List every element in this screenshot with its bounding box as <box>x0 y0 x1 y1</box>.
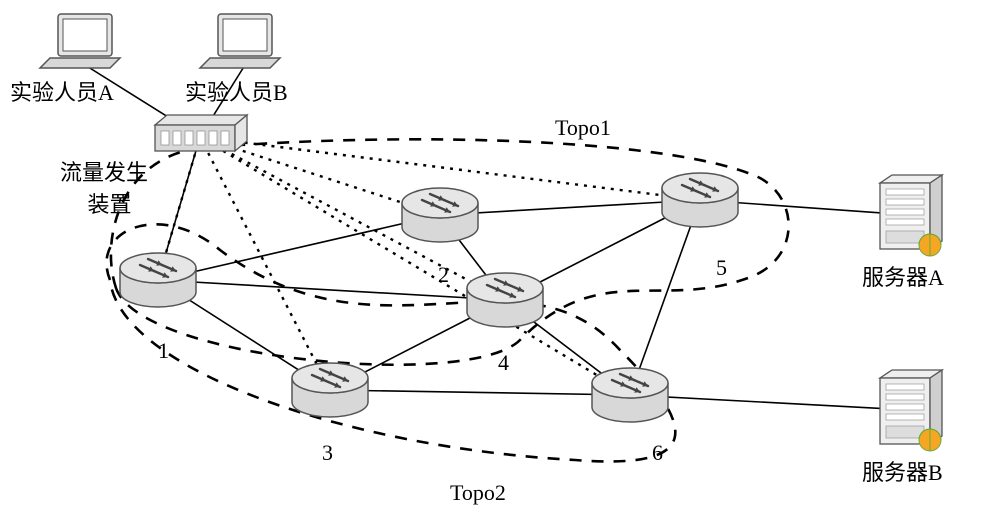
server-icon <box>880 370 942 451</box>
region-topo2 <box>107 224 676 461</box>
label-router-2: 2 <box>438 262 449 288</box>
link <box>330 390 630 395</box>
laptop-icon <box>200 14 280 68</box>
laptop-icon <box>40 14 120 68</box>
label-router-4: 4 <box>498 350 509 376</box>
traffic-generator-icon <box>155 115 247 151</box>
diagram-canvas <box>0 0 1000 504</box>
label-topo2: Topo2 <box>450 480 506 506</box>
router-icon <box>467 273 543 327</box>
label-server-b: 服务器B <box>862 455 943 487</box>
label-router-6: 6 <box>652 440 663 466</box>
router-icon <box>662 173 738 227</box>
router-icon <box>592 368 668 422</box>
link <box>630 395 910 410</box>
link-dotted <box>200 137 330 390</box>
link <box>158 215 440 280</box>
label-generator: 流量发生 装置 <box>60 155 148 219</box>
label-laptop-a: 实验人员A <box>10 75 114 107</box>
router-icon <box>120 253 196 307</box>
router-icon <box>292 363 368 417</box>
link <box>158 280 505 300</box>
router-icon <box>402 188 478 242</box>
label-topo1: Topo1 <box>555 115 611 141</box>
label-router-1: 1 <box>158 338 169 364</box>
link <box>630 200 700 395</box>
link <box>440 200 700 215</box>
server-icon <box>880 175 942 256</box>
label-laptop-b: 实验人员B <box>185 75 288 107</box>
label-server-a: 服务器A <box>862 260 944 292</box>
link-dotted <box>200 137 630 395</box>
label-router-3: 3 <box>322 440 333 466</box>
label-router-5: 5 <box>716 255 727 281</box>
